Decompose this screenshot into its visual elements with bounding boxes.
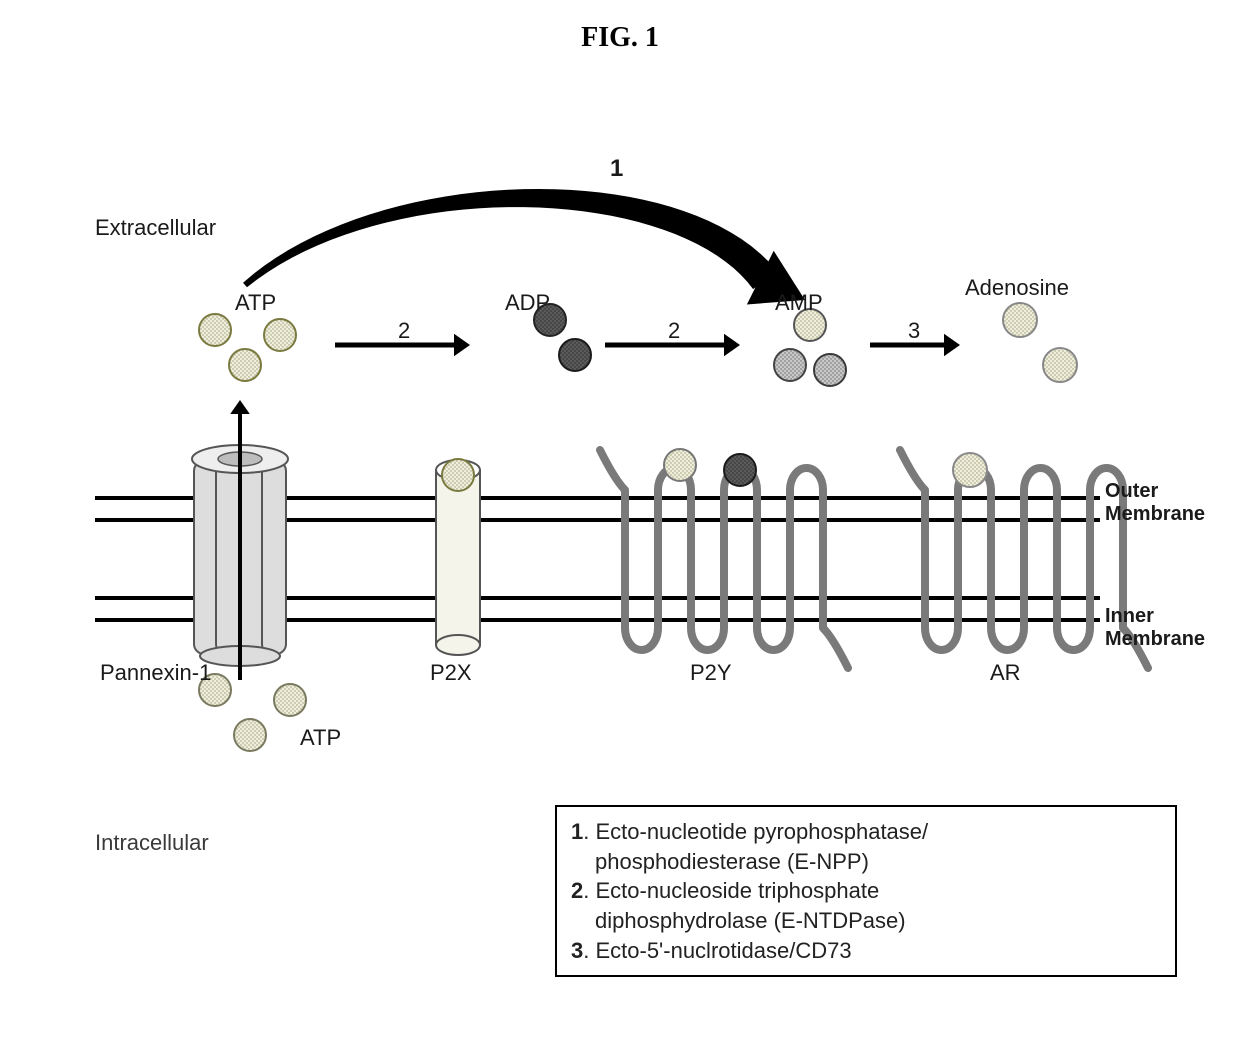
label-adp: ADP xyxy=(505,290,550,316)
label-p2y: P2Y xyxy=(690,660,732,686)
label-arrow2b-number: 2 xyxy=(668,318,680,344)
legend-line: 3. Ecto-5'-nuclrotidase/CD73 xyxy=(571,936,1161,966)
label-inner-membrane: Inner Membrane xyxy=(1105,605,1205,651)
label-amp: AMP xyxy=(775,290,823,316)
label-ar: AR xyxy=(990,660,1021,686)
molecule-atp_ext xyxy=(229,349,261,381)
legend-line: phosphodiesterase (E-NPP) xyxy=(571,847,1161,877)
arrow-head-a2b xyxy=(724,334,740,356)
label-p2x: P2X xyxy=(430,660,472,686)
p2x-body xyxy=(436,470,480,645)
molecule-atp_int xyxy=(234,719,266,751)
molecule-atp_int xyxy=(274,684,306,716)
label-extracellular: Extracellular xyxy=(95,215,216,241)
molecule-atp_ext xyxy=(199,314,231,346)
pannexin-cylinder xyxy=(194,461,218,654)
pannexin-cylinder xyxy=(262,461,286,654)
molecule-adp xyxy=(559,339,591,371)
molecule-adeno xyxy=(1003,303,1037,337)
label-pannexin: Pannexin-1 xyxy=(100,660,211,686)
molecule-amp xyxy=(774,349,806,381)
legend-line: diphosphydrolase (E-NTDPase) xyxy=(571,906,1161,936)
arrow-head-up xyxy=(230,400,250,414)
arrow-head-a2a xyxy=(454,334,470,356)
label-outer-membrane: Outer Membrane xyxy=(1105,480,1205,526)
arrow-head-a3 xyxy=(944,334,960,356)
molecule-p2y_ball xyxy=(724,454,756,486)
label-arrow2a-number: 2 xyxy=(398,318,410,344)
label-atp-bottom: ATP xyxy=(300,725,341,751)
big-arc-body xyxy=(243,189,777,289)
molecule-adeno xyxy=(1043,348,1077,382)
figure-page: FIG. 1 Extracellular Intracellular ATP A… xyxy=(0,0,1240,1045)
label-arrow3-number: 3 xyxy=(908,318,920,344)
gpcr-p2y xyxy=(600,450,848,668)
p2x-bottom xyxy=(436,635,480,655)
molecule-p2x_ball xyxy=(442,459,474,491)
pannexin-cylinder xyxy=(216,461,240,654)
pannexin-cylinder xyxy=(240,461,264,654)
label-atp-top: ATP xyxy=(235,290,276,316)
label-adenosine: Adenosine xyxy=(965,275,1069,301)
molecule-amp xyxy=(814,354,846,386)
legend-line: 1. Ecto-nucleotide pyrophosphatase/ xyxy=(571,817,1161,847)
legend-box: 1. Ecto-nucleotide pyrophosphatase/phosp… xyxy=(555,805,1177,977)
molecule-atp_ext xyxy=(264,319,296,351)
molecule-p2y_ball xyxy=(664,449,696,481)
label-arrow1-number: 1 xyxy=(610,155,623,183)
label-intracellular: Intracellular xyxy=(95,830,209,856)
legend-line: 2. Ecto-nucleoside triphosphate xyxy=(571,876,1161,906)
molecule-ar_ball xyxy=(953,453,987,487)
